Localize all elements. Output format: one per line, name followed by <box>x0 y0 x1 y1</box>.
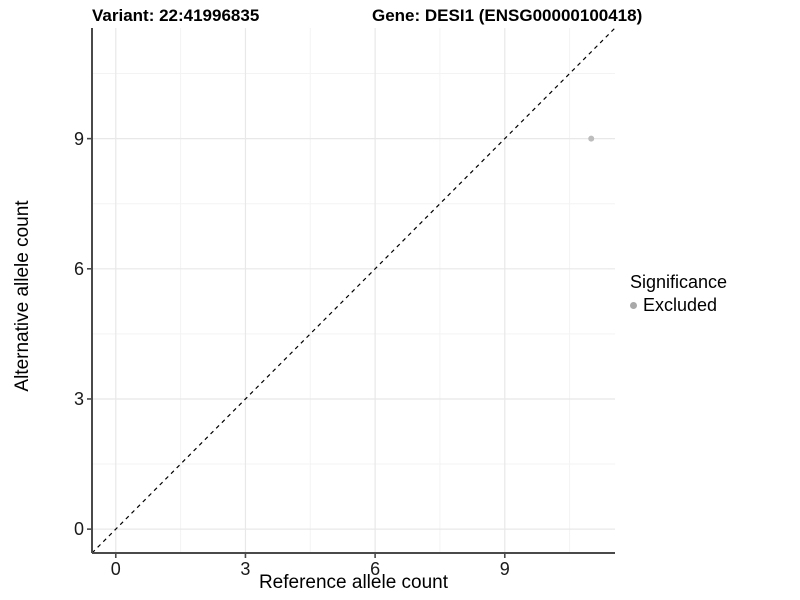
legend-point-icon <box>630 302 637 309</box>
plot-title-variant: Variant: 22:41996835 <box>92 6 260 25</box>
x-tick-label: 3 <box>240 559 251 579</box>
legend-title: Significance <box>630 272 728 292</box>
x-axis-title: Reference allele count <box>258 572 449 593</box>
legend-item-label: Excluded <box>643 295 718 315</box>
y-axis-title: Alternative allele count <box>12 200 33 392</box>
x-tick-label: 6 <box>370 559 381 579</box>
y-tick-label: 9 <box>73 128 84 149</box>
x-tick-label: 0 <box>110 559 121 579</box>
y-tick-label: 3 <box>73 388 84 409</box>
legend: Significance Excluded <box>630 272 727 316</box>
plot-title-gene: Gene: DESI1 (ENSG00000100418) <box>372 6 643 25</box>
y-tick-label: 6 <box>73 258 84 279</box>
x-tick-label: 9 <box>499 559 510 579</box>
y-tick-label: 0 <box>73 519 84 540</box>
legend-item-excluded: Excluded <box>630 295 727 316</box>
identity-line <box>91 27 616 554</box>
data-point <box>588 135 595 142</box>
